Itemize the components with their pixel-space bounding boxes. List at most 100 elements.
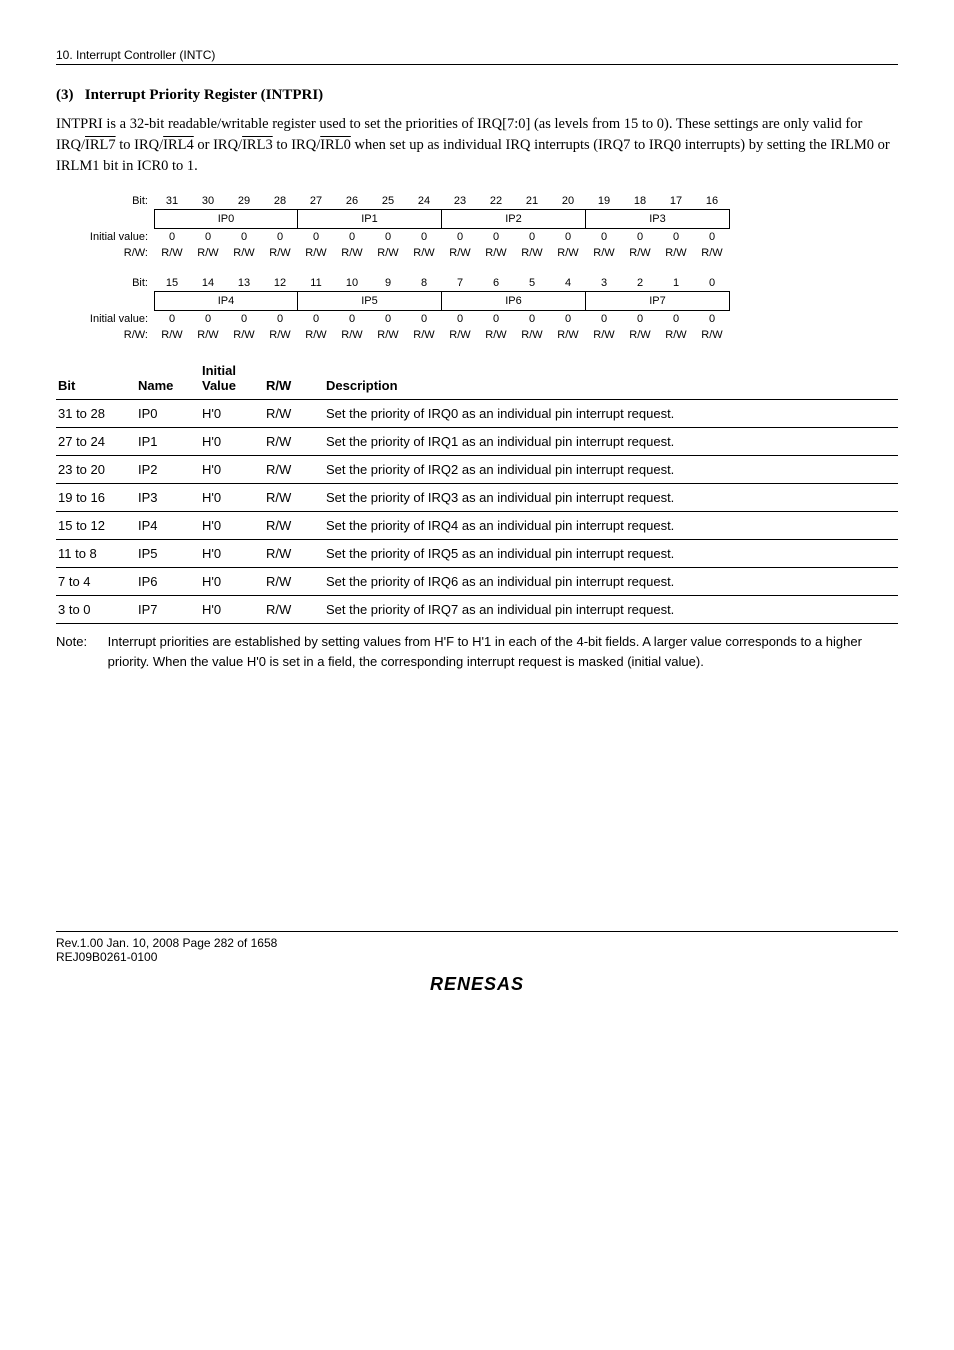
bit-cell: R/W (694, 245, 730, 261)
bit-cell: 0 (586, 229, 622, 245)
bit-cell: R/W (442, 245, 478, 261)
bit-cell: 0 (586, 311, 622, 327)
cell-rw: R/W (264, 512, 324, 540)
bit-cell: 26 (334, 193, 370, 209)
register-map-high: Bit: 31302928272625242322212019181716 IP… (80, 193, 898, 261)
intro-paragraph: INTPRI is a 32-bit readable/writable reg… (56, 114, 898, 177)
cell-iv: H'0 (200, 400, 264, 428)
blank (80, 209, 154, 229)
cell-bit: 3 to 0 (56, 596, 136, 624)
blank (80, 291, 154, 311)
cell-iv: H'0 (200, 540, 264, 568)
bit-cell: 8 (406, 275, 442, 291)
bit-cell: 0 (298, 311, 334, 327)
bit-cell: 0 (406, 311, 442, 327)
bit-cell: 0 (694, 229, 730, 245)
col-bit: Bit (56, 357, 136, 400)
cell-name: IP6 (136, 568, 200, 596)
cell-rw: R/W (264, 484, 324, 512)
table-row: 7 to 4IP6H'0R/WSet the priority of IRQ6 … (56, 568, 898, 596)
chapter-label: 10. Interrupt Controller (INTC) (56, 48, 215, 62)
bit-cell: 17 (658, 193, 694, 209)
bit-cell: R/W (298, 245, 334, 261)
field-group: IP5 (298, 291, 442, 311)
bit-cell: 18 (622, 193, 658, 209)
cell-desc: Set the priority of IRQ2 as an individua… (324, 456, 898, 484)
bit-cell: 0 (226, 311, 262, 327)
bit-cell: 0 (334, 311, 370, 327)
table-header-row: Bit Name Initial Value R/W Description (56, 357, 898, 400)
irl4: IRL4 (163, 137, 194, 153)
page-header: 10. Interrupt Controller (INTC) (56, 48, 898, 65)
field-group: IP4 (154, 291, 298, 311)
bit-cell: 6 (478, 275, 514, 291)
bit-cell: R/W (262, 245, 298, 261)
cell-rw: R/W (264, 400, 324, 428)
bit-cell: 0 (262, 229, 298, 245)
cell-name: IP2 (136, 456, 200, 484)
col-name: Name (136, 357, 200, 400)
bit-cell: R/W (442, 327, 478, 343)
bit-cell: 23 (442, 193, 478, 209)
footer-line2: REJ09B0261-0100 (56, 950, 898, 964)
bit-cell: 0 (514, 229, 550, 245)
bit-cell: R/W (190, 327, 226, 343)
cell-rw: R/W (264, 428, 324, 456)
cell-bit: 11 to 8 (56, 540, 136, 568)
bit-cell: R/W (370, 245, 406, 261)
bit-cell: R/W (622, 245, 658, 261)
bit-cell: R/W (406, 327, 442, 343)
bit-cell: 0 (298, 229, 334, 245)
bit-cell: 0 (622, 229, 658, 245)
bit-number-row: Bit: 31302928272625242322212019181716 (80, 193, 898, 209)
bit-cell: R/W (262, 327, 298, 343)
col-initial-value: Initial Value (200, 357, 264, 400)
field-names: IP4IP5IP6IP7 (154, 291, 730, 311)
cell-rw: R/W (264, 540, 324, 568)
bit-cell: R/W (550, 245, 586, 261)
bit-cell: 11 (298, 275, 334, 291)
bit-cell: 0 (370, 311, 406, 327)
bit-cell: R/W (658, 327, 694, 343)
bit-cell: R/W (190, 245, 226, 261)
table-row: 31 to 28IP0H'0R/WSet the priority of IRQ… (56, 400, 898, 428)
bit-cell: 0 (262, 311, 298, 327)
cell-name: IP5 (136, 540, 200, 568)
table-row: 15 to 12IP4H'0R/WSet the priority of IRQ… (56, 512, 898, 540)
initial-label: Initial value: (80, 311, 154, 327)
cell-iv: H'0 (200, 456, 264, 484)
bit-cell: R/W (586, 327, 622, 343)
bit-cell: R/W (154, 245, 190, 261)
bit-cell: 13 (226, 275, 262, 291)
bit-description-table: Bit Name Initial Value R/W Description 3… (56, 357, 898, 624)
rw-label: R/W: (80, 245, 154, 261)
bit-cell: 27 (298, 193, 334, 209)
cell-desc: Set the priority of IRQ4 as an individua… (324, 512, 898, 540)
bit-cell: 1 (658, 275, 694, 291)
cell-rw: R/W (264, 596, 324, 624)
cell-bit: 23 to 20 (56, 456, 136, 484)
cell-name: IP7 (136, 596, 200, 624)
bit-cell: 28 (262, 193, 298, 209)
bit-cell: 0 (190, 311, 226, 327)
bit-cell: R/W (154, 327, 190, 343)
irl7: IRL7 (85, 137, 116, 153)
irl0: IRL0 (320, 137, 351, 153)
table-row: 19 to 16IP3H'0R/WSet the priority of IRQ… (56, 484, 898, 512)
rw-values: R/WR/WR/WR/WR/WR/WR/WR/WR/WR/WR/WR/WR/WR… (154, 245, 730, 261)
cell-desc: Set the priority of IRQ7 as an individua… (324, 596, 898, 624)
cell-rw: R/W (264, 568, 324, 596)
rw-values: R/WR/WR/WR/WR/WR/WR/WR/WR/WR/WR/WR/WR/WR… (154, 327, 730, 343)
cell-iv: H'0 (200, 596, 264, 624)
bit-cell: 4 (550, 275, 586, 291)
cell-iv: H'0 (200, 484, 264, 512)
bit-cell: 0 (694, 275, 730, 291)
bit-cell: 14 (190, 275, 226, 291)
field-name-row: IP0IP1IP2IP3 (80, 209, 898, 229)
cell-desc: Set the priority of IRQ0 as an individua… (324, 400, 898, 428)
para-mid3: to IRQ/ (273, 137, 321, 153)
bit-cell: 12 (262, 275, 298, 291)
bit-cell: 0 (550, 311, 586, 327)
bit-cell: 0 (550, 229, 586, 245)
initial-value-row: Initial value: 0000000000000000 (80, 229, 898, 245)
